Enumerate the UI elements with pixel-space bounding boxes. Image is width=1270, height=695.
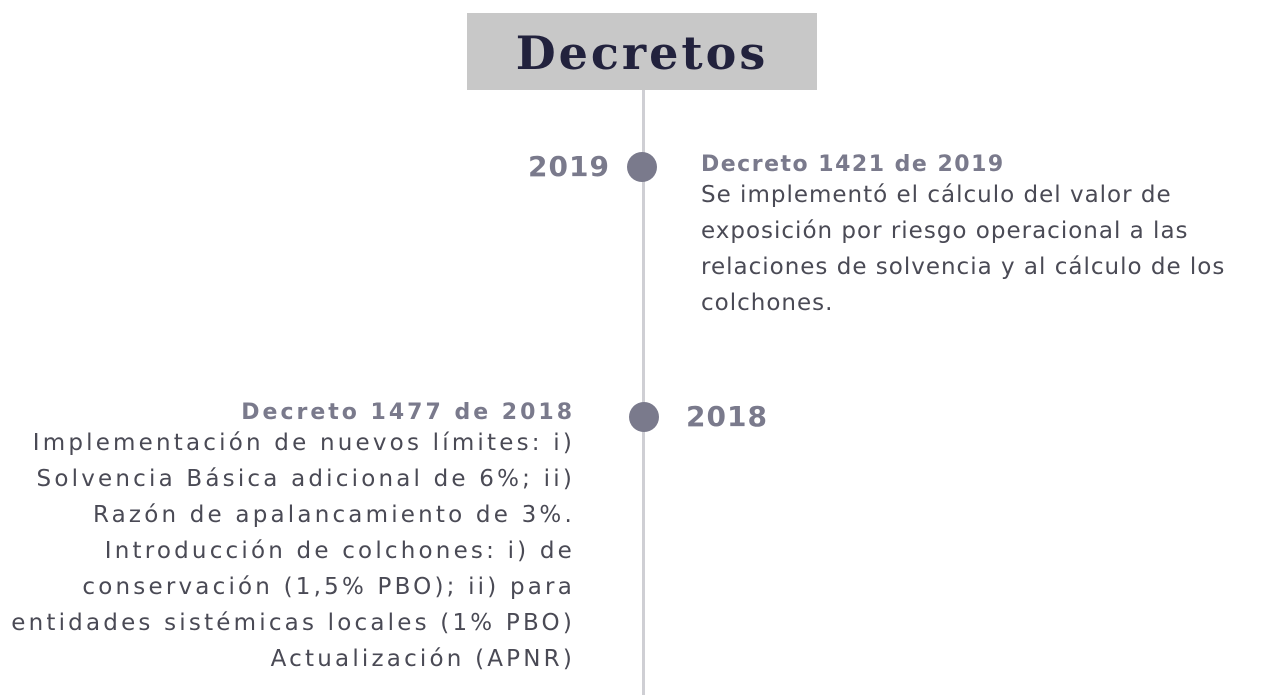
event-text: Se implementó el cálculo del valor de ex… [701, 182, 1226, 316]
timeline [642, 90, 645, 695]
title: Decretos [467, 13, 817, 90]
dot [627, 152, 657, 182]
event-title: Decreto 1477 de 2018 [241, 400, 575, 425]
year: 2019 [528, 150, 610, 183]
event: Decreto 1477 de 2018 Implementación de n… [5, 400, 575, 677]
event-text: Implementación de nuevos límites: i) Sol… [11, 430, 575, 672]
dot [629, 402, 659, 432]
event: Decreto 1421 de 2019 Se implementó el cá… [701, 152, 1261, 321]
year: 2018 [686, 400, 768, 433]
event-title: Decreto 1421 de 2019 [701, 152, 1005, 177]
